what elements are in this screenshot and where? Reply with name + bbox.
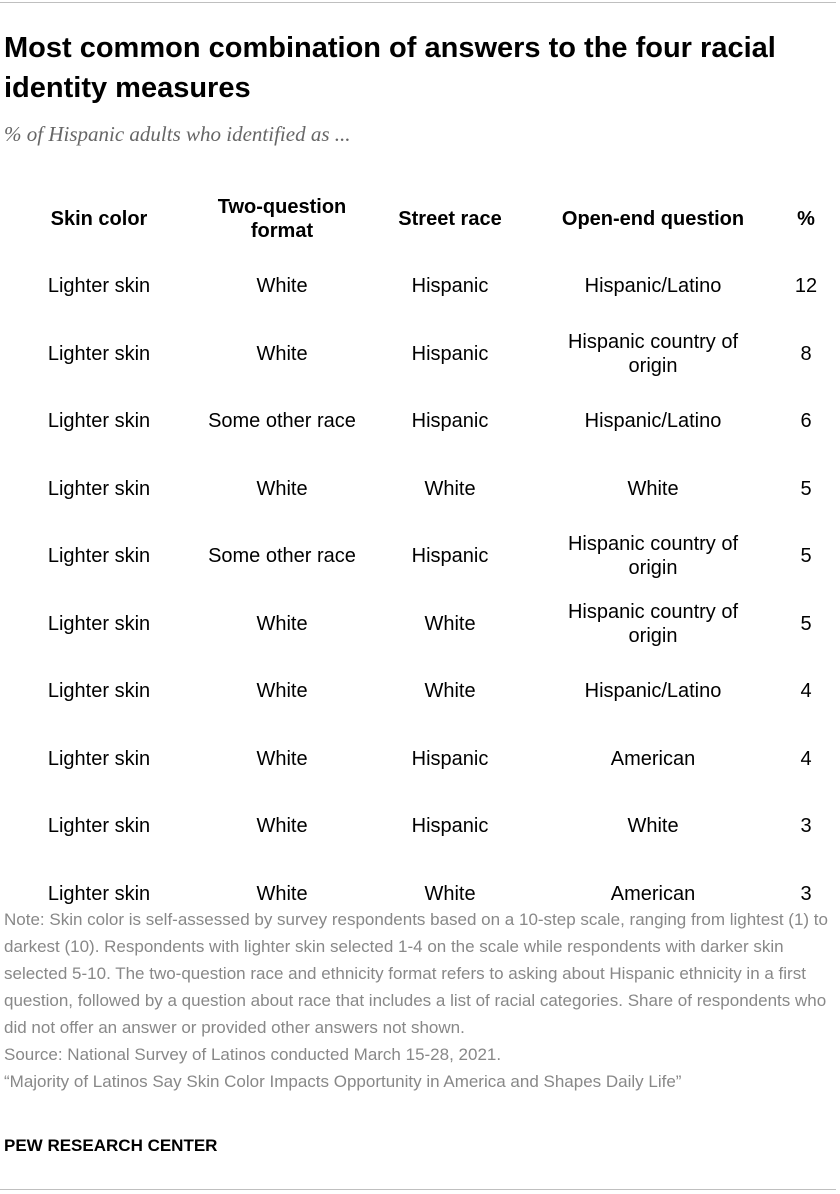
chart-subtitle: % of Hispanic adults who identified as .… bbox=[4, 122, 351, 146]
table-cell-street-race: Hispanic bbox=[411, 275, 489, 297]
table-cell-two-question-format: White bbox=[256, 815, 308, 837]
table-cell-open-end-question: American bbox=[610, 882, 696, 905]
percent-value: 8 bbox=[800, 342, 812, 365]
column-header-skin-color: Skin color bbox=[50, 208, 148, 230]
table-cell-skin-color: Lighter skin bbox=[47, 477, 151, 500]
percent-value: 3 bbox=[800, 882, 812, 905]
table-cell-skin-color: Lighter skin bbox=[47, 275, 151, 297]
table-cell-street-race: Hispanic bbox=[411, 815, 489, 837]
table-cell-open-end-question: Hispanic/Latino bbox=[584, 410, 722, 432]
table-cell-open-end-question: Hispanic/Latino bbox=[584, 275, 722, 297]
table-cell-two-question-format: Some other race bbox=[208, 545, 356, 567]
table-cell-two-question-format: Some other race bbox=[208, 410, 356, 432]
table-cell-skin-color: Lighter skin bbox=[47, 882, 151, 905]
table-cell-two-question-format: White bbox=[256, 612, 308, 635]
table-cell-open-end-question: White bbox=[627, 815, 679, 837]
percent-value: 5 bbox=[800, 477, 812, 500]
percent-value: 3 bbox=[800, 815, 812, 837]
data-table: Skin color Two-question format Street race… bbox=[0, 180, 840, 910]
table-cell-skin-color: Lighter skin bbox=[47, 680, 151, 702]
column-header-open-end-question: Open-end question bbox=[561, 208, 745, 230]
percent-value: 4 bbox=[800, 747, 812, 770]
report-title: “Majority of Latinos Say Skin Color Impa… bbox=[4, 1072, 682, 1091]
column-header-two-question-format: Two-question format bbox=[217, 196, 347, 242]
table-cell-street-race: Hispanic bbox=[411, 410, 489, 432]
percent-value: 5 bbox=[800, 545, 812, 567]
table-cell-street-race: Hispanic bbox=[411, 747, 489, 770]
percent-value: 4 bbox=[800, 680, 812, 702]
table-cell-open-end-question: American bbox=[610, 747, 696, 770]
table-cell-street-race: White bbox=[424, 477, 476, 500]
table-cell-street-race: White bbox=[424, 680, 476, 702]
table-cell-open-end-question: Hispanic/Latino bbox=[584, 680, 722, 702]
table-cell-skin-color: Lighter skin bbox=[47, 815, 151, 837]
table-cell-street-race: White bbox=[424, 612, 476, 635]
percent-value: 5 bbox=[800, 612, 812, 635]
chart-title: Most common combination of answers to th… bbox=[4, 32, 776, 104]
table-cell-street-race: White bbox=[424, 882, 476, 905]
table-cell-open-end-question: Hispanic country of origin bbox=[567, 600, 739, 647]
chart-notes: Note: Skin color is self-assessed by sur… bbox=[4, 906, 836, 1095]
table-cell-skin-color: Lighter skin bbox=[47, 342, 151, 365]
column-header-percent: % bbox=[797, 208, 815, 230]
source-text: Source: National Survey of Latinos condu… bbox=[4, 1045, 502, 1064]
table-cell-open-end-question: Hispanic country of origin bbox=[567, 330, 739, 377]
table-cell-street-race: Hispanic bbox=[411, 545, 489, 567]
table-cell-two-question-format: White bbox=[256, 342, 308, 365]
bottom-divider bbox=[0, 1189, 836, 1190]
top-divider bbox=[0, 2, 836, 3]
table-cell-skin-color: Lighter skin bbox=[47, 747, 151, 770]
table-cell-skin-color: Lighter skin bbox=[47, 410, 151, 432]
percent-value: 12 bbox=[794, 275, 818, 297]
note-text: Note: Skin color is self-assessed by sur… bbox=[4, 910, 828, 1037]
column-header-street-race: Street race bbox=[398, 208, 502, 230]
table-cell-two-question-format: White bbox=[256, 882, 308, 905]
brand-logo-text: PEW RESEARCH CENTER bbox=[4, 1136, 218, 1155]
table-cell-skin-color: Lighter skin bbox=[47, 545, 151, 567]
table-cell-skin-color: Lighter skin bbox=[47, 612, 151, 635]
table-cell-open-end-question: White bbox=[627, 477, 679, 500]
table-cell-street-race: Hispanic bbox=[411, 342, 489, 365]
table-cell-two-question-format: White bbox=[256, 747, 308, 770]
table-cell-open-end-question: Hispanic country of origin bbox=[567, 533, 739, 579]
percent-value: 6 bbox=[800, 410, 812, 432]
table-cell-two-question-format: White bbox=[256, 477, 308, 500]
table-cell-two-question-format: White bbox=[256, 680, 308, 702]
table-cell-two-question-format: White bbox=[256, 275, 308, 297]
